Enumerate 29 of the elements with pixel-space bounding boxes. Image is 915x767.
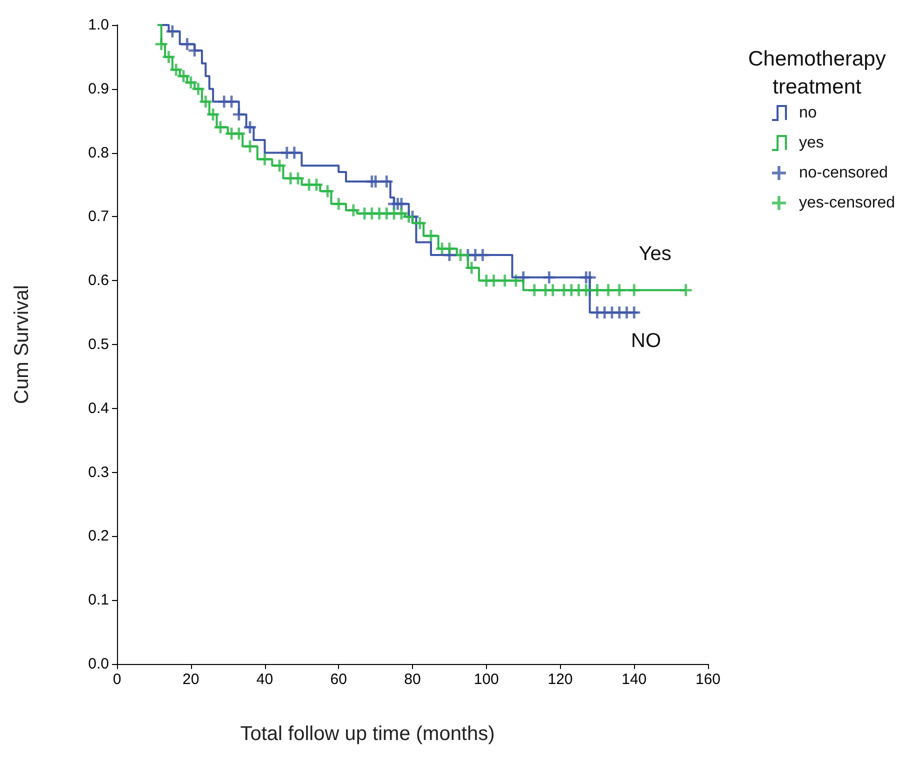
y-tick-label: 0.0 <box>88 656 109 672</box>
x-tick-label: 160 <box>695 671 721 688</box>
y-axis-title: Cum Survival <box>11 285 33 404</box>
legend-label: yes-censored <box>798 194 895 212</box>
x-tick-label: 40 <box>256 671 274 688</box>
y-tick-label: 0.2 <box>88 528 109 545</box>
y-tick-label: 0.1 <box>88 592 109 609</box>
x-tick-label: 60 <box>330 671 347 688</box>
x-tick-label: 20 <box>182 671 200 688</box>
x-tick-label: 120 <box>548 671 573 688</box>
y-tick-label: 0.5 <box>88 336 109 353</box>
x-tick-label: 0 <box>112 671 122 688</box>
legend-title: Chemotherapy treatment <box>748 48 886 98</box>
annotation: NO <box>631 330 661 352</box>
y-tick-label: 0.9 <box>88 80 109 98</box>
x-tick-label: 80 <box>404 671 421 688</box>
y-tick-label: 0.6 <box>88 272 109 290</box>
annotation: Yes <box>638 243 672 265</box>
legend-label: no-censored <box>798 164 888 182</box>
x-axis-title: Total follow up time (months) <box>240 723 495 745</box>
legend-label: no <box>798 104 817 122</box>
x-tick-label: 140 <box>622 671 647 688</box>
y-tick-label: 0.3 <box>88 464 109 481</box>
y-tick-label: 0.4 <box>88 400 109 417</box>
y-tick-label: 0.7 <box>88 208 109 226</box>
x-tick-label: 100 <box>474 671 499 688</box>
y-tick-label: 1.0 <box>88 16 109 34</box>
legend-label: yes <box>798 134 824 152</box>
y-tick-label: 0.8 <box>88 144 109 162</box>
